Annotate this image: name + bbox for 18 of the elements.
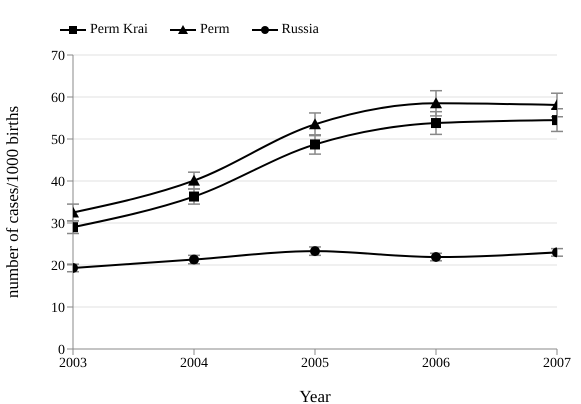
y-tick-label: 70	[51, 48, 65, 64]
x-tick-label: 2006	[422, 356, 450, 371]
x-tick-label: 2005	[301, 356, 329, 371]
y-tick-label: 40	[51, 174, 65, 190]
x-tick-label: 2004	[180, 356, 208, 371]
y-axis-title: number of cases/1000 births	[3, 106, 22, 298]
legend-label: Perm	[200, 22, 230, 38]
x-tick-label: 2003	[59, 356, 87, 371]
y-tick-label: 20	[51, 258, 65, 274]
y-tick-label: 0	[58, 342, 65, 358]
y-tick-label: 30	[51, 216, 65, 232]
y-tick-label: 50	[51, 132, 65, 148]
x-tick-label: 2007	[543, 356, 571, 371]
y-tick-label: 60	[51, 90, 65, 106]
y-tick-label: 10	[51, 300, 65, 316]
x-axis-title: Year	[299, 387, 331, 404]
legend-label: Perm Krai	[90, 22, 148, 38]
legend-label: Russia	[282, 22, 319, 38]
